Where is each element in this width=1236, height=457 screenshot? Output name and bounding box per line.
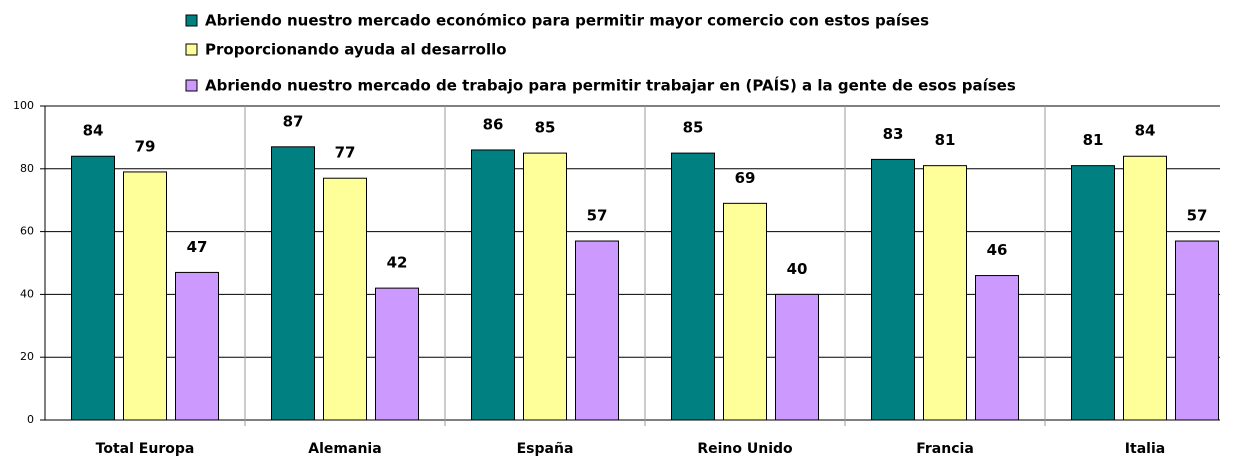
data-label: 69 bbox=[735, 169, 756, 187]
bar bbox=[671, 152, 715, 421]
bar bbox=[923, 165, 967, 421]
bar bbox=[1175, 240, 1219, 421]
bar bbox=[1123, 155, 1167, 421]
legend-label: Proporcionando ayuda al desarrollo bbox=[205, 41, 507, 59]
legend-swatch bbox=[185, 79, 198, 92]
data-label: 83 bbox=[883, 125, 904, 143]
bar bbox=[375, 287, 419, 421]
data-label: 84 bbox=[1135, 122, 1156, 140]
bar bbox=[575, 240, 619, 421]
data-label: 57 bbox=[587, 207, 608, 225]
legend-swatch bbox=[185, 43, 198, 56]
y-tick-label: 40 bbox=[20, 287, 34, 300]
bar bbox=[1071, 165, 1115, 421]
y-tick-label: 60 bbox=[20, 225, 34, 238]
data-label: 57 bbox=[1187, 207, 1208, 225]
y-tick-label: 100 bbox=[13, 99, 34, 112]
data-label: 40 bbox=[787, 260, 808, 278]
x-tick-label: España bbox=[517, 441, 574, 457]
bar bbox=[123, 171, 167, 421]
data-label: 85 bbox=[535, 119, 556, 137]
x-tick-label: Total Europa bbox=[96, 441, 195, 457]
x-tick-label: Italia bbox=[1125, 441, 1165, 457]
data-label: 84 bbox=[83, 122, 104, 140]
bar bbox=[323, 177, 367, 421]
y-tick-label: 80 bbox=[20, 162, 34, 175]
data-label: 79 bbox=[135, 137, 156, 155]
bar bbox=[471, 149, 515, 421]
legend-swatch bbox=[185, 14, 198, 27]
x-tick-label: Alemania bbox=[308, 441, 381, 457]
x-tick-label: Francia bbox=[916, 441, 974, 457]
data-label: 86 bbox=[483, 115, 504, 133]
bar bbox=[975, 275, 1019, 421]
data-label: 87 bbox=[283, 112, 304, 130]
y-tick-label: 20 bbox=[20, 350, 34, 363]
data-label: 81 bbox=[935, 131, 956, 149]
bar bbox=[523, 152, 567, 421]
bar bbox=[71, 155, 115, 421]
data-label: 42 bbox=[387, 254, 408, 272]
bar bbox=[175, 271, 219, 421]
bar bbox=[271, 146, 315, 421]
data-label: 77 bbox=[335, 144, 356, 162]
data-label: 85 bbox=[683, 119, 704, 137]
data-label: 46 bbox=[987, 241, 1008, 259]
bar bbox=[775, 293, 819, 421]
bar bbox=[871, 158, 915, 421]
bar bbox=[723, 202, 767, 421]
y-tick-label: 0 bbox=[27, 413, 34, 426]
legend-label: Abriendo nuestro mercado económico para … bbox=[205, 12, 929, 30]
x-tick-label: Reino Unido bbox=[697, 441, 793, 457]
legend-label: Abriendo nuestro mercado de trabajo para… bbox=[205, 76, 1016, 95]
data-label: 81 bbox=[1083, 131, 1104, 149]
data-label: 47 bbox=[187, 238, 208, 256]
